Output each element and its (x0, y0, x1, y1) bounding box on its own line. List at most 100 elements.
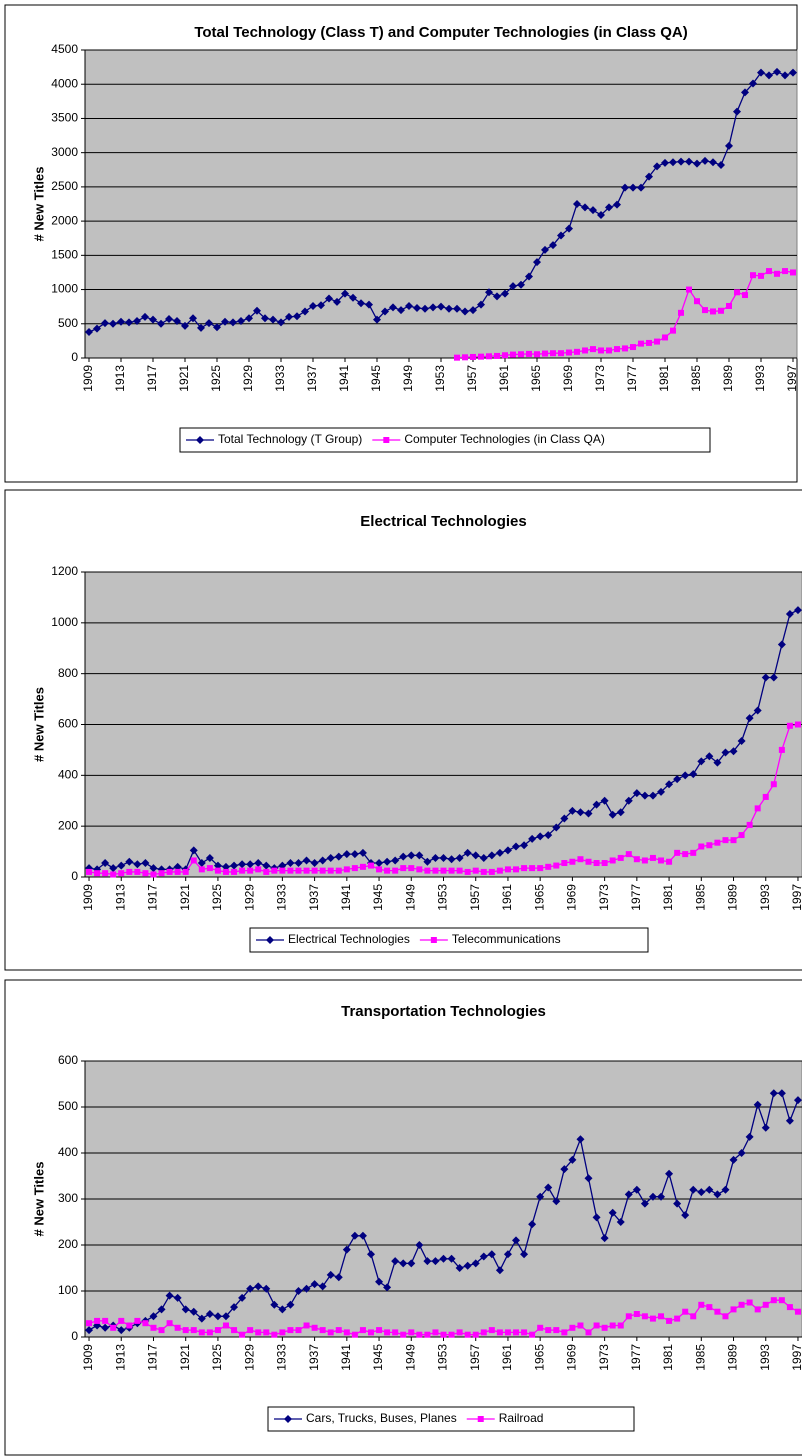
marker (421, 304, 429, 313)
marker (205, 319, 213, 328)
marker (351, 1331, 358, 1338)
marker (335, 1327, 342, 1334)
marker (181, 321, 189, 330)
marker (311, 1324, 318, 1331)
marker (453, 304, 461, 313)
marker (544, 1183, 553, 1192)
marker (553, 1327, 560, 1334)
y-tick-label: 200 (58, 818, 78, 832)
marker (440, 867, 447, 874)
x-tick-label: 1961 (497, 365, 511, 392)
marker (158, 1327, 165, 1334)
marker (503, 1250, 512, 1259)
marker (253, 306, 261, 315)
marker (561, 1329, 568, 1336)
marker (432, 1329, 439, 1336)
marker (287, 867, 294, 874)
marker (416, 866, 423, 873)
marker (165, 314, 173, 323)
marker (730, 1306, 737, 1313)
marker (549, 241, 557, 250)
marker (365, 300, 373, 309)
marker (309, 301, 317, 310)
marker (351, 865, 358, 872)
marker (550, 350, 556, 357)
marker (109, 319, 117, 328)
chart-title: Total Technology (Class T) and Computer … (194, 24, 687, 41)
marker (789, 68, 797, 77)
marker (311, 867, 318, 874)
x-tick-label: 1917 (146, 884, 160, 911)
marker (746, 1299, 753, 1306)
x-tick-label: 1917 (146, 1344, 160, 1371)
marker (746, 821, 753, 828)
y-tick-label: 2500 (51, 179, 78, 193)
marker (463, 1261, 472, 1270)
marker (118, 1317, 125, 1324)
marker (705, 1185, 714, 1194)
marker (513, 1329, 520, 1336)
marker (609, 857, 616, 864)
marker (416, 1331, 423, 1338)
marker (560, 1165, 569, 1174)
marker (504, 866, 511, 873)
marker (624, 1190, 633, 1199)
y-tick-label: 0 (71, 1329, 78, 1343)
marker (230, 861, 239, 870)
marker (278, 1305, 287, 1314)
marker (335, 867, 342, 874)
marker (480, 1329, 487, 1336)
marker (726, 302, 732, 309)
marker (566, 349, 572, 356)
marker (718, 307, 724, 314)
marker (174, 868, 181, 875)
marker (134, 868, 141, 875)
marker (327, 867, 334, 874)
marker (350, 850, 359, 859)
marker (657, 1192, 666, 1201)
marker (326, 853, 335, 862)
marker (761, 1123, 770, 1132)
x-tick-label: 1973 (597, 884, 611, 911)
marker (665, 1169, 674, 1178)
marker (503, 846, 512, 855)
marker (383, 437, 390, 443)
marker (698, 843, 705, 850)
x-tick-label: 1909 (81, 1344, 95, 1371)
x-tick-label: 1937 (307, 884, 321, 911)
marker (470, 353, 476, 360)
marker (431, 1257, 440, 1266)
marker (342, 1245, 351, 1254)
marker (141, 312, 149, 321)
marker (713, 1190, 722, 1199)
x-tick-label: 1981 (657, 365, 671, 392)
marker (174, 1324, 181, 1331)
marker (616, 1218, 625, 1226)
marker (565, 224, 573, 233)
marker (510, 351, 516, 358)
x-tick-label: 1989 (721, 365, 735, 392)
marker (101, 319, 109, 328)
marker (669, 158, 677, 167)
marker (600, 796, 609, 805)
marker (222, 868, 229, 875)
marker (110, 1324, 117, 1331)
marker (697, 757, 706, 766)
marker (384, 867, 391, 874)
marker (295, 867, 302, 874)
y-tick-label: 4000 (51, 76, 78, 90)
marker (666, 1317, 673, 1324)
marker (221, 1312, 230, 1321)
marker (487, 1250, 496, 1259)
marker (287, 1327, 294, 1334)
marker (247, 1327, 254, 1334)
marker (793, 1096, 802, 1105)
marker (777, 640, 786, 649)
marker (721, 748, 730, 757)
marker (407, 851, 416, 860)
marker (399, 852, 408, 861)
marker (750, 272, 756, 279)
marker (462, 354, 468, 361)
x-tick-label: 1913 (113, 884, 127, 911)
marker (665, 780, 674, 789)
